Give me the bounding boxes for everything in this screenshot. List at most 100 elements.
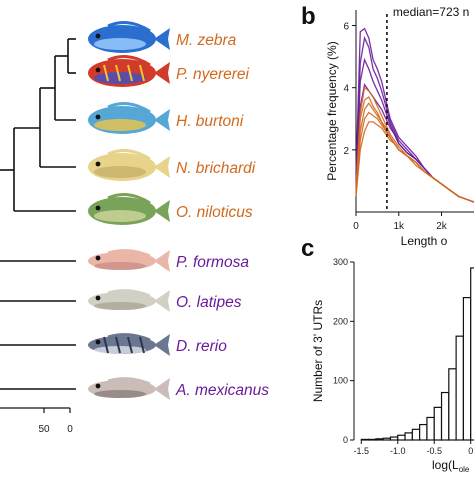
fish-eye: [95, 295, 101, 301]
cichlid-fish-icon: [88, 148, 170, 181]
fish-eye: [95, 67, 101, 73]
y-tick-label: 0: [343, 435, 348, 445]
y-axis-title: Percentage frequency (%): [325, 41, 339, 180]
fish-stripe: [139, 64, 145, 82]
utr-histogram-chart: 0 100 200 300 -1.5 -1.0 -0.5 0 Number of 3' UTRs…: [311, 257, 474, 474]
histogram-bar: [375, 438, 384, 441]
species-label: A. mexicanus: [175, 382, 269, 399]
species-label: O. latipes: [176, 294, 242, 311]
cavefish-icon: [88, 377, 170, 400]
fish-belly: [94, 390, 146, 398]
fish-eye: [95, 205, 101, 211]
x-tick-label: -1.0: [390, 446, 406, 456]
histogram-bar: [448, 368, 457, 441]
fish-dorsal-fin: [107, 101, 151, 114]
fish-stripe: [139, 336, 145, 354]
fish-tail: [154, 250, 170, 272]
fish-stripe: [115, 64, 121, 82]
fish-eye: [95, 339, 101, 345]
y-axis-title: Number of 3' UTRs: [311, 300, 325, 402]
length-distribution-chart: 2 4 6 0 1k 2k median=723 n Percentage frequency…: [325, 5, 474, 248]
fish-tail: [154, 156, 170, 178]
panel-b-label: b: [301, 3, 316, 30]
fish-tail: [154, 62, 170, 84]
fish-tail: [154, 334, 170, 356]
x-tick-label: 0: [468, 446, 473, 456]
y-tick-label: 200: [333, 316, 348, 326]
fish-dorsal-fin: [107, 289, 151, 298]
series-line-orange: [355, 102, 474, 203]
medaka-fish-icon: [88, 289, 170, 312]
x-axis-title: log(Lole: [432, 458, 470, 474]
series-line-orange: [355, 96, 474, 203]
fish-images: [88, 20, 170, 400]
fish-dorsal-fin: [107, 249, 151, 258]
fish-eye: [95, 255, 101, 261]
fish-stripe: [127, 64, 133, 82]
x-axis-title-subscript: ole: [459, 465, 470, 474]
species-label: O. niloticus: [176, 204, 253, 221]
fish-eye: [95, 161, 101, 167]
fish-stripe: [115, 336, 121, 354]
zebrafish-icon: [88, 333, 170, 356]
histogram-bar: [360, 438, 370, 441]
histogram-bar: [397, 434, 406, 441]
histogram-bar: [419, 423, 428, 441]
species-label: H. burtoni: [176, 113, 244, 130]
fish-belly: [94, 119, 146, 131]
species-label: N. brichardi: [176, 160, 256, 177]
y-tick-label: 6: [343, 22, 349, 33]
y-tick-label: 100: [333, 376, 348, 386]
y-tick-label: 300: [333, 257, 348, 267]
x-axis-title-main: log(L: [432, 458, 459, 472]
tilapia-fish-icon: [88, 192, 170, 225]
cichlid-fish-icon: [88, 20, 170, 53]
x-tick-label: -0.5: [426, 446, 442, 456]
histogram-bar: [367, 438, 377, 441]
panel-c-label: c: [301, 235, 314, 262]
species-label: P. formosa: [176, 254, 249, 271]
fish-tail: [154, 28, 170, 50]
histogram-bar: [440, 391, 450, 441]
fish-dorsal-fin: [107, 192, 151, 205]
histogram-bar: [433, 406, 443, 441]
fish-stripe: [103, 64, 109, 82]
species-label: M. zebra: [176, 32, 237, 49]
fish-eye: [95, 114, 101, 120]
x-tick-label: 0: [353, 221, 359, 232]
molly-fish-icon: [88, 249, 170, 272]
fish-dorsal-fin: [107, 54, 151, 67]
fish-tail: [154, 290, 170, 312]
x-tick-label: 2k: [436, 221, 448, 232]
fish-dorsal-fin: [107, 148, 151, 161]
y-tick-label: 4: [343, 84, 349, 95]
fish-tail: [154, 109, 170, 131]
series-line-orange: [355, 121, 474, 203]
fish-belly: [94, 166, 146, 178]
fish-belly: [94, 210, 146, 222]
histogram-bar: [411, 428, 421, 441]
tree-axis-tick-label: 50: [38, 424, 50, 435]
series-line-purple: [355, 82, 474, 203]
fish-dorsal-fin: [107, 333, 151, 342]
histogram-bar: [455, 335, 465, 441]
species-label: D. rerio: [176, 338, 227, 355]
phylogenetic-tree: [0, 38, 76, 390]
fish-belly: [94, 38, 146, 50]
fish-tail: [154, 200, 170, 222]
cichlid-fish-icon: [88, 54, 170, 87]
histogram-bar: [382, 437, 392, 441]
fish-stripe: [127, 336, 133, 354]
fish-eye: [95, 383, 101, 389]
species-label: P. nyererei: [176, 66, 250, 83]
fish-tail: [154, 378, 170, 400]
fish-dorsal-fin: [107, 377, 151, 386]
histogram-bar: [426, 416, 435, 441]
fish-belly: [94, 302, 146, 310]
fish-dorsal-fin: [107, 20, 151, 33]
series-line-purple: [355, 35, 474, 203]
y-tick-label: 2: [343, 146, 349, 157]
x-axis-title: Length o: [401, 234, 448, 248]
